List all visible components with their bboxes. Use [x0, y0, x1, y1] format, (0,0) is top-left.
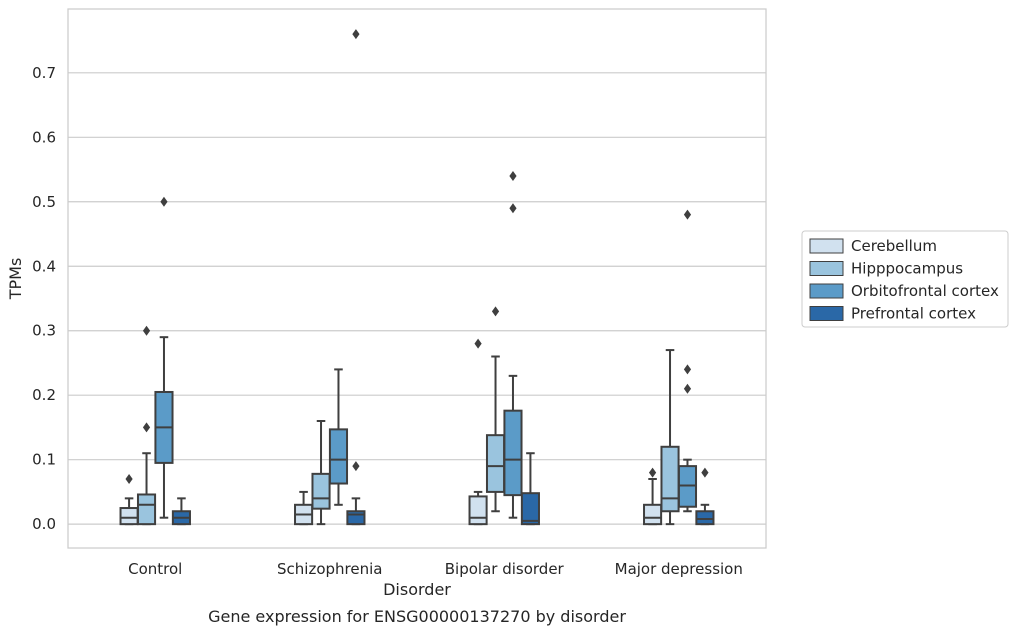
y-axis-label: TPMs [6, 258, 25, 301]
box-cerebellum [294, 490, 314, 526]
box-body [119, 507, 139, 526]
chart-caption: Gene expression for ENSG00000137270 by d… [208, 607, 626, 626]
box-prefrontal-cortex [695, 467, 715, 526]
legend-item: Prefrontal cortex [809, 305, 976, 323]
outlier-point [683, 383, 692, 394]
outlier-point [509, 203, 517, 214]
legend-item: Hipppocampus [809, 260, 963, 278]
legend-label: Hipppocampus [851, 260, 963, 278]
box-prefrontal-cortex [171, 497, 191, 526]
x-tick-label: Control [128, 560, 182, 578]
legend-swatch [809, 306, 844, 321]
outlier-point [142, 325, 151, 336]
box-body [660, 445, 680, 513]
outlier-point [160, 196, 168, 207]
box-hipppocampus [485, 306, 506, 513]
legend-label: Prefrontal cortex [851, 305, 976, 323]
y-tick-label: 0.2 [32, 386, 56, 404]
box-cerebellum [643, 467, 663, 526]
box-body [328, 428, 349, 485]
box-orbitofrontal-cortex [677, 209, 698, 513]
legend-swatch [809, 283, 844, 299]
x-tick-label: Major depression [615, 560, 743, 578]
outlier-point [474, 338, 482, 349]
box-orbitofrontal-cortex [503, 170, 523, 519]
outlier-point [352, 29, 360, 40]
y-tick-label: 0.7 [32, 64, 56, 82]
grid-lines [68, 72, 766, 525]
outlier-point [509, 170, 517, 181]
y-tick-label: 0.3 [32, 322, 56, 340]
y-tick-label: 0.1 [32, 451, 56, 469]
y-tick-label: 0.0 [32, 515, 56, 533]
box-hipppocampus [136, 325, 157, 526]
y-tick-label: 0.6 [32, 128, 56, 146]
x-axis-label: Disorder [383, 580, 451, 599]
box-body [520, 492, 540, 526]
outlier-point [352, 461, 360, 472]
box-body [311, 472, 331, 510]
legend-label: Orbitofrontal cortex [851, 282, 999, 300]
y-tick-label: 0.4 [32, 257, 56, 275]
legend-swatch [809, 238, 844, 254]
plot-area [119, 29, 715, 526]
y-axis-ticks: 0.0 0.1 0.2 0.3 0.4 0.5 0.6 0.7 [32, 64, 56, 533]
legend-frame [801, 230, 1009, 328]
outlier-point [125, 474, 133, 485]
box-prefrontal-cortex [346, 29, 366, 526]
box-cerebellum [119, 474, 139, 526]
box-cerebellum [468, 338, 488, 526]
box-body [643, 503, 663, 526]
outlier-point [683, 364, 692, 375]
legend-label: Cerebellum [851, 237, 937, 255]
legend-item: Orbitofrontal cortex [809, 282, 999, 300]
outlier-point [142, 422, 151, 433]
box-orbitofrontal-cortex [328, 368, 349, 506]
outlier-point [701, 467, 709, 478]
box-hipppocampus [660, 349, 680, 526]
x-axis-ticks: Control Schizophrenia Bipolar disorder Majo… [128, 560, 743, 578]
box-orbitofrontal-cortex [154, 196, 174, 519]
box-hipppocampus [311, 419, 331, 526]
legend: Cerebellum Hipppocampus Orbitofrontal cort… [801, 230, 1009, 328]
plot-frame [67, 8, 767, 549]
box-body [503, 409, 523, 497]
legend-item: Cerebellum [809, 237, 937, 255]
box-body [468, 495, 488, 526]
outlier-point [683, 209, 692, 220]
y-tick-label: 0.5 [32, 193, 56, 211]
box-prefrontal-cortex [520, 452, 540, 526]
x-tick-label: Schizophrenia [277, 560, 382, 578]
box-body [695, 510, 715, 526]
box-body [136, 493, 157, 526]
box-body [346, 510, 366, 526]
x-tick-label: Bipolar disorder [445, 560, 565, 578]
outlier-point [648, 467, 657, 478]
box-body [485, 434, 506, 493]
legend-swatch [809, 261, 844, 276]
outlier-point [491, 306, 500, 317]
